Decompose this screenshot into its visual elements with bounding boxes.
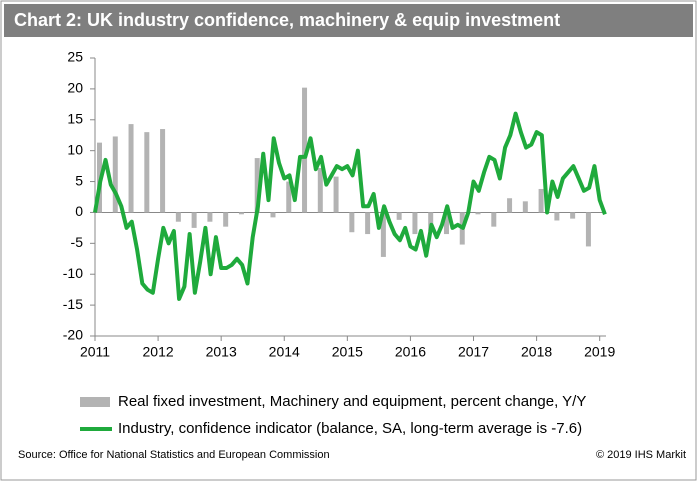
bar	[475, 212, 481, 215]
x-tick-label: 2011	[80, 344, 110, 360]
legend-label: Real fixed investment, Machinery and equ…	[118, 393, 586, 410]
y-tick-label: 5	[75, 172, 83, 188]
bar	[317, 167, 323, 213]
x-tick-label: 2018	[521, 344, 552, 360]
y-tick-label: -10	[63, 265, 83, 281]
bar	[207, 212, 213, 222]
bar	[238, 212, 244, 215]
bar	[112, 136, 118, 213]
bar	[160, 129, 166, 213]
source: Source: Office for National Statistics a…	[18, 449, 330, 461]
bar	[144, 132, 150, 213]
bar	[223, 212, 229, 227]
bar	[538, 188, 544, 213]
bar	[365, 212, 371, 235]
bar	[443, 212, 449, 235]
bar	[333, 176, 339, 213]
bar	[585, 212, 591, 247]
y-tick-label: 0	[75, 203, 83, 219]
x-tick-label: 2019	[584, 344, 615, 360]
bar	[491, 212, 497, 227]
x-tick-label: 2012	[143, 344, 174, 360]
bar	[507, 198, 513, 213]
line	[93, 111, 607, 301]
legend-swatch	[80, 397, 110, 407]
bar	[191, 212, 197, 228]
x-tick-label: 2016	[395, 344, 426, 360]
x-tick-label: 2017	[458, 344, 489, 360]
y-tick-label: -20	[63, 327, 83, 343]
title-bar	[4, 4, 693, 37]
x-tick-label: 2013	[206, 344, 237, 360]
bar	[302, 87, 308, 213]
legend-label: Industry, confidence indicator (balance,…	[118, 420, 582, 437]
bar	[428, 212, 434, 231]
bar	[412, 212, 418, 235]
y-tick-label: 25	[67, 49, 83, 65]
y-tick-label: 10	[67, 141, 83, 157]
x-tick-label: 2014	[269, 344, 300, 360]
y-tick-label: 15	[67, 110, 83, 126]
x-tick-label: 2015	[332, 344, 363, 360]
y-tick-label: -5	[71, 234, 84, 250]
bar	[270, 212, 276, 218]
bar	[286, 181, 292, 213]
bar	[396, 212, 402, 220]
bar	[570, 212, 576, 219]
copyright: © 2019 IHS Markit	[596, 449, 686, 461]
bar	[522, 201, 528, 213]
bar	[128, 124, 134, 213]
bar	[349, 212, 355, 233]
bar	[175, 212, 181, 222]
bar	[380, 212, 386, 257]
chart-title: Chart 2: UK industry confidence, machine…	[14, 10, 560, 30]
bar	[554, 212, 560, 221]
y-tick-label: -15	[63, 296, 83, 312]
bar	[254, 158, 260, 213]
y-tick-label: 20	[67, 80, 83, 96]
